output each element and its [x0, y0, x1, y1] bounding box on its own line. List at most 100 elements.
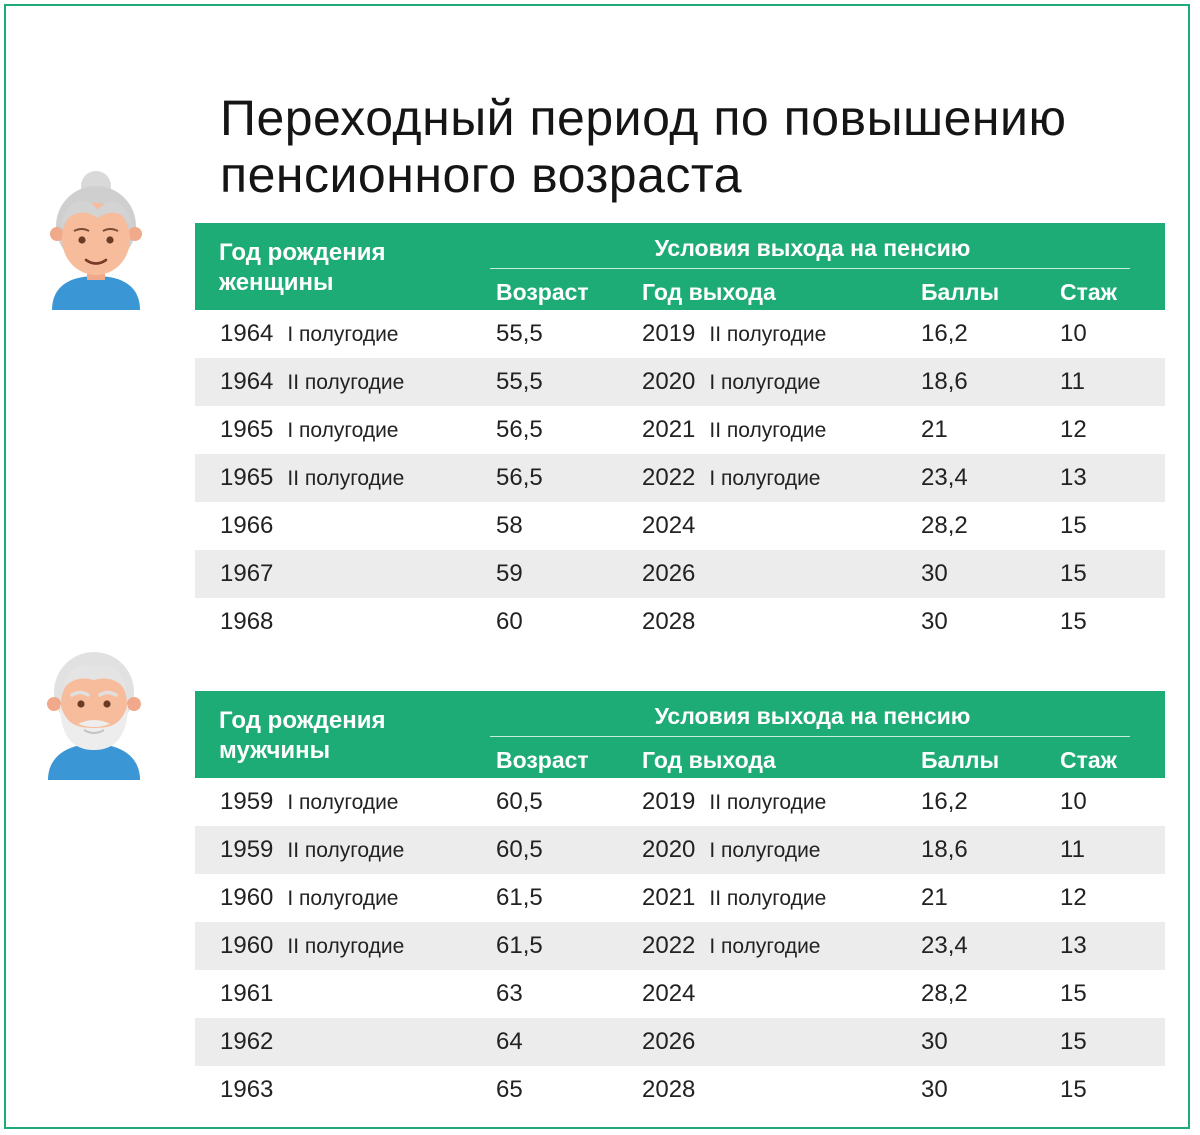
tenure-cell: 12	[1060, 884, 1087, 911]
men-table-header: Год рождения мужчины Условия выхода на п…	[195, 691, 1165, 778]
men-conditions-header: Условия выхода на пенсию	[654, 703, 971, 729]
points-cell: 30	[921, 560, 948, 587]
title-line-2: пенсионного возраста	[220, 146, 743, 203]
points-cell: 30	[921, 1028, 948, 1055]
points-cell: 16,2	[921, 788, 968, 815]
women-tenure-header: Стаж	[1060, 279, 1117, 305]
points-cell: 16,2	[921, 320, 968, 347]
men-table-body: 1959 I полугодие 60,5 2019 II полугодие 16,2 1…	[195, 778, 1165, 1114]
birth-year-cell: 1966	[220, 512, 274, 539]
table-row: 1965 I полугодие 56,5 2021 II полугодие 21 12	[195, 406, 1165, 454]
age-cell: 56,5	[496, 416, 543, 443]
women-table-header: Год рождения женщины Условия выхода на п…	[195, 223, 1165, 310]
men-exit-year-header: Год выхода	[642, 747, 776, 773]
points-cell: 23,4	[921, 464, 968, 491]
title-line-1: Переходный период по повышению	[220, 89, 1067, 146]
birth-year-cell: 1965 I полугодие	[220, 416, 399, 443]
women-points-header: Баллы	[921, 279, 1000, 305]
tenure-cell: 15	[1060, 1076, 1087, 1103]
birth-half-year: I полугодие	[287, 791, 399, 814]
age-cell: 55,5	[496, 320, 543, 347]
tenure-cell: 13	[1060, 464, 1087, 491]
men-table: Год рождения мужчины Условия выхода на п…	[195, 691, 1165, 1114]
tenure-cell: 15	[1060, 512, 1087, 539]
age-cell: 60	[496, 608, 523, 635]
exit-year-cell: 2019 II полугодие	[642, 320, 827, 347]
tenure-cell: 13	[1060, 932, 1087, 959]
points-cell: 30	[921, 1076, 948, 1103]
exit-year-cell: 2026	[642, 560, 696, 587]
table-row: 1968 60 2028 30 15	[195, 598, 1165, 646]
birth-half-year: I полугодие	[287, 323, 399, 346]
tenure-cell: 12	[1060, 416, 1087, 443]
exit-year-cell: 2022 I полугодие	[642, 464, 821, 491]
birth-year-cell: 1961	[220, 980, 274, 1007]
women-header-divider	[490, 268, 1130, 269]
women-conditions-header: Условия выхода на пенсию	[654, 235, 971, 261]
table-row: 1967 59 2026 30 15	[195, 550, 1165, 598]
exit-year-cell: 2026	[642, 1028, 696, 1055]
grandmother-icon	[46, 168, 146, 310]
age-cell: 65	[496, 1076, 523, 1103]
exit-half-year: II полугодие	[709, 323, 827, 346]
exit-year-cell: 2024	[642, 512, 696, 539]
table-row: 1961 63 2024 28,2 15	[195, 970, 1165, 1018]
tenure-cell: 15	[1060, 608, 1087, 635]
points-cell: 28,2	[921, 512, 968, 539]
birth-half-year: II полугодие	[287, 467, 405, 490]
table-row: 1960 II полугодие 61,5 2022 I полугодие 23,4 1…	[195, 922, 1165, 970]
table-row: 1959 I полугодие 60,5 2019 II полугодие 16,2 1…	[195, 778, 1165, 826]
birth-year-cell: 1959 I полугодие	[220, 788, 399, 815]
women-birth-header: Год рождения женщины	[219, 239, 386, 296]
age-cell: 63	[496, 980, 523, 1007]
age-cell: 64	[496, 1028, 523, 1055]
women-age-header: Возраст	[496, 279, 589, 305]
points-cell: 28,2	[921, 980, 968, 1007]
age-cell: 55,5	[496, 368, 543, 395]
table-row: 1959 II полугодие 60,5 2020 I полугодие 18,6 1…	[195, 826, 1165, 874]
exit-year-cell: 2020 I полугодие	[642, 836, 821, 863]
exit-year-cell: 2021 II полугодие	[642, 416, 827, 443]
age-cell: 61,5	[496, 932, 543, 959]
age-cell: 60,5	[496, 788, 543, 815]
table-row: 1962 64 2026 30 15	[195, 1018, 1165, 1066]
tenure-cell: 15	[1060, 980, 1087, 1007]
birth-half-year: I полугодие	[287, 887, 399, 910]
points-cell: 21	[921, 416, 948, 443]
points-cell: 23,4	[921, 932, 968, 959]
tenure-cell: 11	[1060, 836, 1085, 863]
men-header-divider	[490, 736, 1130, 737]
tenure-cell: 10	[1060, 788, 1087, 815]
exit-year-cell: 2028	[642, 608, 696, 635]
table-row: 1963 65 2028 30 15	[195, 1066, 1165, 1114]
tenure-cell: 15	[1060, 1028, 1087, 1055]
birth-half-year: II полугодие	[287, 935, 405, 958]
women-table-body: 1964 I полугодие 55,5 2019 II полугодие 16,2 1…	[195, 310, 1165, 646]
birth-year-cell: 1962	[220, 1028, 274, 1055]
birth-year-cell: 1960 II полугодие	[220, 932, 405, 959]
birth-year-cell: 1964 II полугодие	[220, 368, 405, 395]
table-row: 1964 II полугодие 55,5 2020 I полугодие 18,6 1…	[195, 358, 1165, 406]
exit-year-cell: 2019 II полугодие	[642, 788, 827, 815]
tenure-cell: 11	[1060, 368, 1085, 395]
exit-year-cell: 2020 I полугодие	[642, 368, 821, 395]
men-birth-header: Год рождения мужчины	[219, 707, 386, 764]
page-title: Переходный период по повышению пенсионно…	[220, 90, 1160, 204]
grandfather-icon	[44, 646, 144, 780]
table-row: 1960 I полугодие 61,5 2021 II полугодие 21 12	[195, 874, 1165, 922]
tenure-cell: 15	[1060, 560, 1087, 587]
points-cell: 18,6	[921, 836, 968, 863]
birth-half-year: II полугодие	[287, 839, 405, 862]
table-row: 1966 58 2024 28,2 15	[195, 502, 1165, 550]
men-tenure-header: Стаж	[1060, 747, 1117, 773]
women-exit-year-header: Год выхода	[642, 279, 776, 305]
birth-year-cell: 1963	[220, 1076, 274, 1103]
birth-year-cell: 1965 II полугодие	[220, 464, 405, 491]
tenure-cell: 10	[1060, 320, 1087, 347]
exit-half-year: I полугодие	[709, 839, 821, 862]
birth-year-cell: 1968	[220, 608, 274, 635]
birth-half-year: I полугодие	[287, 419, 399, 442]
page-frame	[4, 4, 1190, 1129]
exit-year-cell: 2021 II полугодие	[642, 884, 827, 911]
exit-year-cell: 2022 I полугодие	[642, 932, 821, 959]
